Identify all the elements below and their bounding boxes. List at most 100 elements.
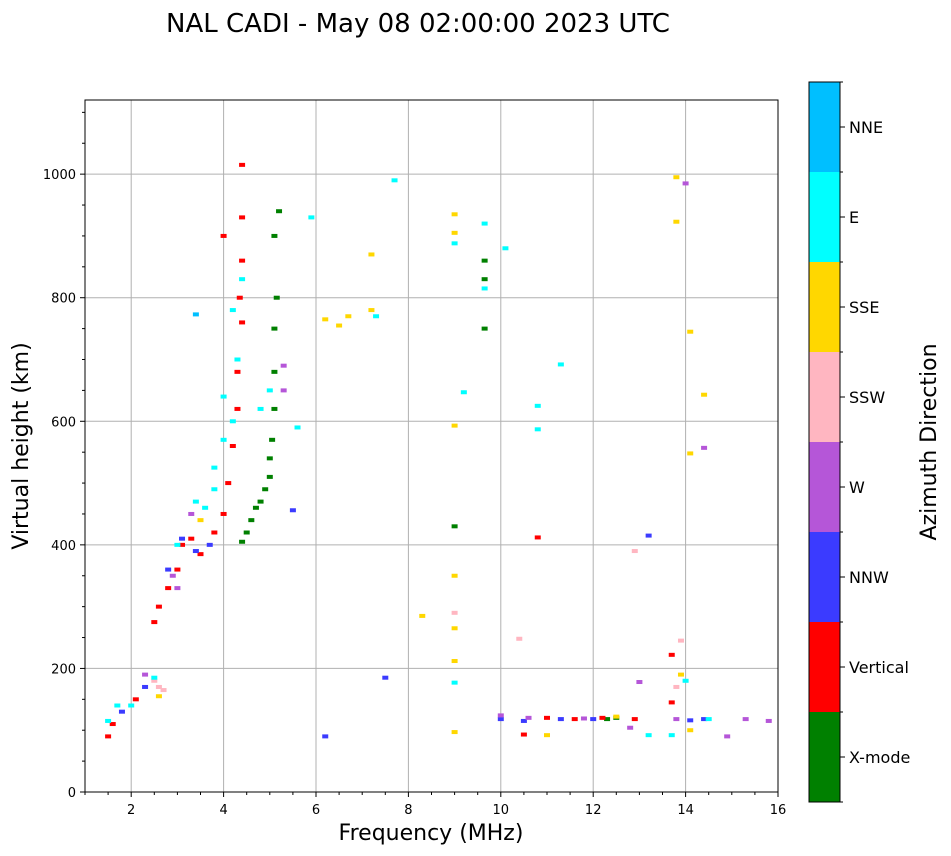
data-point bbox=[266, 474, 273, 479]
data-point bbox=[155, 694, 162, 699]
data-point bbox=[280, 388, 287, 393]
plot-area bbox=[85, 100, 778, 792]
data-point bbox=[234, 357, 241, 362]
data-point bbox=[105, 718, 112, 723]
data-point bbox=[220, 437, 227, 442]
data-point bbox=[109, 722, 116, 727]
data-point bbox=[701, 445, 708, 450]
data-point bbox=[160, 688, 167, 693]
data-point bbox=[451, 241, 458, 246]
data-point bbox=[673, 219, 680, 224]
chart-title: NAL CADI - May 08 02:00:00 2023 UTC bbox=[166, 9, 670, 39]
colorbar-frame bbox=[808, 81, 841, 803]
data-point bbox=[280, 363, 287, 368]
data-point bbox=[557, 362, 564, 367]
series-ssw bbox=[151, 549, 684, 693]
colorbar-tick-label: NNW bbox=[849, 568, 889, 587]
data-point bbox=[269, 437, 276, 442]
data-point bbox=[220, 394, 227, 399]
data-point bbox=[220, 511, 227, 516]
colorbar-segment bbox=[809, 82, 840, 172]
colorbar-tick-label: Vertical bbox=[849, 658, 909, 677]
series-nne bbox=[192, 312, 199, 317]
data-point bbox=[451, 730, 458, 735]
data-point bbox=[151, 678, 158, 683]
x-tick-label: 12 bbox=[585, 803, 602, 818]
data-point bbox=[271, 406, 278, 411]
data-point bbox=[668, 733, 675, 738]
data-point bbox=[322, 317, 329, 322]
series-vertical bbox=[105, 162, 675, 739]
data-point bbox=[481, 221, 488, 226]
data-point bbox=[520, 718, 527, 723]
data-point bbox=[155, 604, 162, 609]
data-point bbox=[188, 536, 195, 541]
data-point bbox=[206, 542, 213, 547]
x-tick-label: 16 bbox=[770, 803, 787, 818]
data-point bbox=[520, 732, 527, 737]
data-point bbox=[481, 286, 488, 291]
data-point bbox=[142, 672, 149, 677]
data-point bbox=[202, 505, 209, 510]
data-point bbox=[534, 427, 541, 432]
y-tick-label: 200 bbox=[51, 662, 76, 677]
data-point bbox=[151, 620, 158, 625]
colorbar-segment bbox=[809, 352, 840, 442]
data-point bbox=[742, 717, 749, 722]
data-point bbox=[544, 733, 550, 738]
data-point bbox=[266, 456, 273, 461]
data-point bbox=[544, 715, 550, 720]
data-point bbox=[368, 252, 375, 257]
data-point bbox=[155, 684, 162, 689]
data-point bbox=[211, 530, 218, 535]
data-point bbox=[266, 388, 273, 393]
data-point bbox=[590, 717, 597, 722]
data-point bbox=[322, 734, 329, 739]
data-point bbox=[525, 715, 532, 720]
data-point bbox=[239, 277, 246, 282]
data-point bbox=[271, 233, 278, 238]
colorbar-segment bbox=[809, 172, 840, 262]
data-point bbox=[682, 181, 689, 186]
data-point bbox=[257, 406, 264, 411]
x-tick-label: 6 bbox=[312, 803, 320, 818]
data-point bbox=[687, 451, 694, 456]
data-point bbox=[673, 175, 680, 180]
data-point bbox=[516, 636, 523, 641]
colorbar: X-mode Vertical NNW W SSW SSE E NNE bbox=[808, 81, 910, 803]
x-tick-label: 14 bbox=[677, 803, 694, 818]
colorbar-tick-label: X-mode bbox=[849, 748, 910, 767]
x-axis-ticks: 2 4 6 8 10 12 14 16 bbox=[84, 792, 787, 818]
data-point bbox=[451, 680, 458, 685]
data-point bbox=[481, 277, 488, 282]
data-point bbox=[239, 320, 246, 325]
data-point bbox=[682, 678, 689, 683]
colorbar-tick-label: SSE bbox=[849, 298, 879, 317]
data-point bbox=[368, 308, 375, 313]
x-axis-label: Frequency (MHz) bbox=[339, 821, 524, 846]
data-point bbox=[128, 703, 135, 708]
data-point bbox=[273, 295, 280, 300]
series-nnw bbox=[118, 508, 708, 739]
data-point bbox=[234, 406, 241, 411]
colorbar-segment bbox=[809, 622, 840, 712]
data-point bbox=[701, 392, 708, 397]
colorbar-segment bbox=[809, 712, 840, 802]
y-tick-label: 0 bbox=[68, 786, 76, 801]
data-point bbox=[132, 697, 139, 702]
data-point bbox=[645, 533, 652, 538]
data-point bbox=[336, 323, 343, 328]
data-point bbox=[169, 573, 176, 578]
data-point bbox=[419, 613, 426, 618]
data-point bbox=[239, 539, 246, 544]
data-point bbox=[211, 487, 218, 492]
data-point bbox=[391, 178, 398, 183]
data-point bbox=[673, 684, 680, 689]
data-point bbox=[631, 717, 638, 722]
data-point bbox=[142, 684, 149, 689]
data-point bbox=[118, 709, 125, 714]
data-point bbox=[289, 508, 296, 513]
y-tick-label: 1000 bbox=[43, 168, 76, 183]
y-axis-label: Virtual height (km) bbox=[9, 342, 34, 549]
